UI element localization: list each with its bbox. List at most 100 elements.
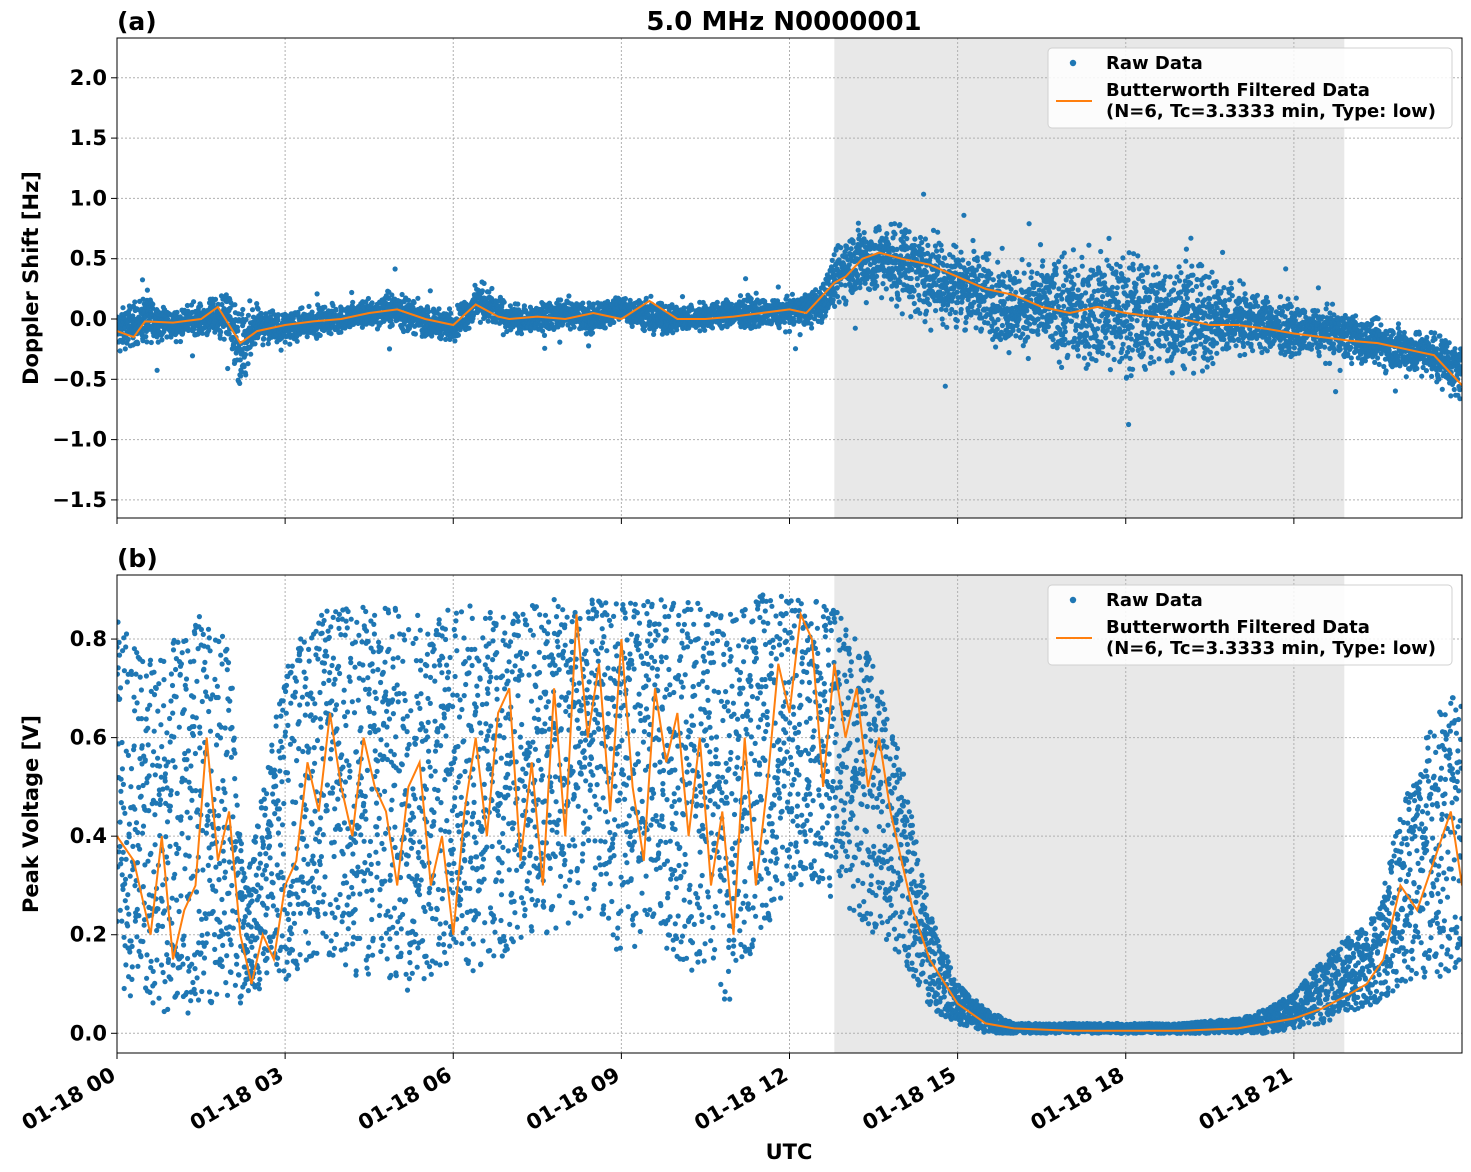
raw-point (990, 277, 996, 283)
raw-point (566, 293, 572, 299)
raw-point (908, 275, 914, 282)
raw-point (219, 301, 225, 308)
raw-point (850, 240, 856, 246)
raw-point (218, 329, 224, 335)
raw-point (1105, 318, 1111, 324)
raw-point (245, 312, 251, 318)
raw-point (338, 329, 344, 335)
raw-point (1139, 272, 1146, 278)
raw-point (237, 380, 243, 386)
raw-point (122, 346, 128, 352)
raw-point (952, 309, 959, 316)
raw-point (223, 292, 229, 298)
raw-point (265, 341, 271, 347)
raw-point (242, 351, 249, 358)
raw-point (797, 332, 803, 338)
raw-point (586, 343, 592, 349)
raw-point (446, 306, 453, 312)
raw-point (1016, 316, 1022, 322)
raw-point (1101, 272, 1107, 278)
raw-point (427, 288, 433, 294)
raw-point (243, 316, 249, 323)
raw-point (753, 290, 759, 296)
raw-point (1093, 357, 1099, 364)
raw-point (936, 254, 942, 260)
raw-point (919, 246, 925, 252)
raw-point (888, 296, 895, 302)
raw-point (709, 325, 716, 331)
raw-point (923, 269, 929, 275)
raw-point (261, 335, 267, 342)
raw-point (306, 303, 312, 309)
raw-point (897, 222, 903, 228)
raw-point (786, 328, 793, 334)
raw-point (976, 263, 982, 269)
raw-point (965, 260, 972, 266)
raw-point (140, 296, 146, 302)
raw-point (1085, 362, 1091, 368)
raw-point (1144, 269, 1150, 276)
raw-point (1109, 265, 1115, 272)
raw-point (217, 335, 223, 341)
raw-point (1038, 282, 1044, 288)
raw-point (349, 289, 355, 296)
raw-point (221, 336, 227, 342)
raw-point (961, 212, 967, 218)
raw-point (1029, 269, 1035, 275)
raw-point (1112, 324, 1118, 330)
raw-point (1072, 335, 1078, 341)
raw-point (278, 347, 284, 353)
raw-point (589, 330, 596, 336)
raw-point (1086, 242, 1092, 248)
raw-point (541, 332, 548, 338)
raw-point (834, 293, 841, 300)
raw-point (191, 299, 197, 305)
raw-point (892, 221, 898, 227)
raw-point (369, 300, 375, 306)
raw-point (148, 339, 154, 346)
raw-point (876, 227, 882, 233)
raw-point (911, 300, 917, 307)
raw-point (304, 334, 310, 340)
raw-point (226, 331, 232, 337)
raw-point (1127, 331, 1133, 337)
raw-point (911, 242, 918, 249)
raw-point (838, 245, 844, 251)
raw-point (916, 292, 922, 298)
raw-point (1075, 353, 1081, 359)
raw-point (314, 291, 320, 297)
raw-point (255, 306, 261, 312)
raw-point (144, 287, 150, 293)
raw-point (294, 338, 300, 344)
raw-point (309, 309, 315, 315)
raw-point (737, 293, 744, 299)
raw-point (1062, 264, 1068, 270)
raw-point (1061, 250, 1067, 256)
raw-point (1098, 299, 1105, 305)
raw-point (436, 306, 442, 312)
raw-point (1103, 335, 1109, 341)
raw-point (139, 277, 146, 283)
raw-point (1021, 270, 1027, 276)
raw-point (1146, 295, 1153, 302)
raw-point (389, 322, 395, 328)
raw-point (1113, 290, 1119, 297)
raw-point (411, 300, 417, 306)
raw-point (125, 336, 131, 342)
raw-point (1086, 343, 1092, 349)
raw-point (485, 318, 491, 324)
raw-point (239, 311, 245, 317)
raw-point (215, 301, 221, 307)
raw-point (784, 293, 790, 299)
raw-point (855, 227, 861, 233)
raw-point (1025, 334, 1031, 340)
raw-point (132, 299, 138, 305)
raw-point (1106, 235, 1112, 241)
raw-point (1118, 334, 1124, 340)
raw-point (1001, 273, 1008, 279)
raw-point (843, 298, 849, 304)
raw-point (1035, 331, 1041, 337)
raw-point (1124, 318, 1130, 324)
raw-point (911, 288, 917, 294)
